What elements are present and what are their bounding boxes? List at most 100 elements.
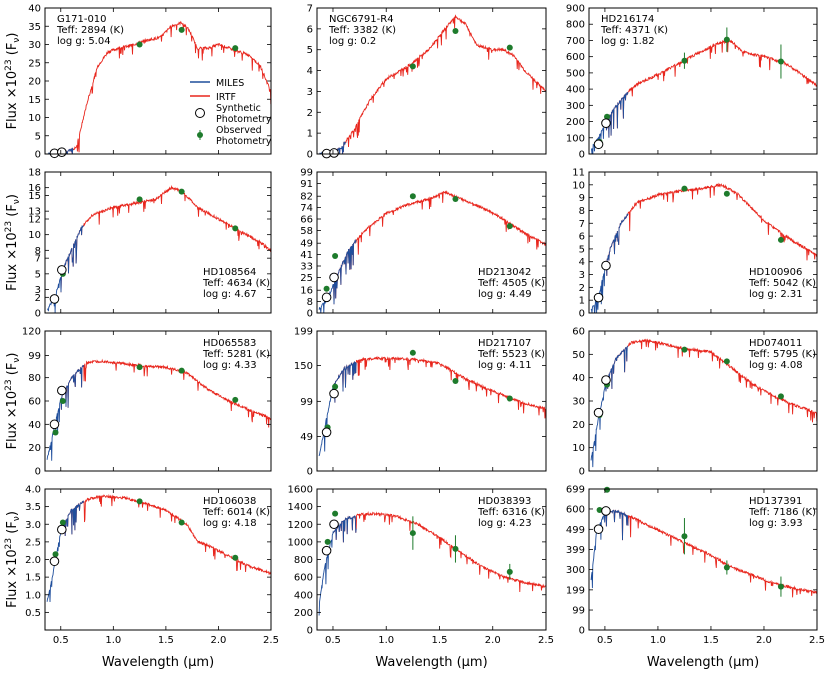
x-tick-label: 2.5 <box>809 635 825 646</box>
x-tick-label: 2.0 <box>485 635 501 646</box>
y-tick-label: 800 <box>294 555 313 566</box>
y-tick-label: 2 <box>307 108 313 119</box>
y-axis-label-part: ν <box>12 358 22 363</box>
y-tick-label: 0 <box>579 309 585 320</box>
y-axis-label-part: ) <box>5 33 20 38</box>
observed-point <box>777 583 784 590</box>
star-teff: Teff: 6014 (K) <box>202 507 270 518</box>
plot-area <box>591 39 817 154</box>
y-tick-label: 0 <box>35 150 41 161</box>
y-axis-label-part: (F <box>5 363 20 380</box>
y-tick-label: 200 <box>566 117 585 128</box>
y-axis-label-part: ) <box>5 194 20 199</box>
y-tick-label: 1200 <box>288 520 313 531</box>
y-tick-label: 60 <box>28 397 41 408</box>
y-tick-label: 5 <box>307 45 313 56</box>
observed-point <box>596 506 603 513</box>
observed-point <box>506 568 513 575</box>
observed-point <box>409 530 416 537</box>
panel-frame <box>316 171 547 314</box>
observed-point <box>59 398 66 404</box>
y-axis-label-part: ν <box>12 38 22 43</box>
observed-point <box>323 285 330 292</box>
star-name: HD100906 <box>749 267 802 278</box>
y-axis-label-part: Flux ×10 <box>5 232 20 291</box>
y-axis-labels: Flux ×1023 (Fν)Flux ×1023 (Fν)Flux ×1023… <box>4 33 22 608</box>
y-tick-label: 74 <box>300 203 313 214</box>
y-tick-label: 399 <box>566 545 585 556</box>
star-name: HD213042 <box>478 267 531 278</box>
star-teff: Teff: 4371 (K) <box>600 25 668 36</box>
legend-label-line: Photometry <box>216 136 272 147</box>
y-tick-label: 900 <box>566 4 585 15</box>
star-logg: log g: 4.67 <box>203 289 257 300</box>
miles-spectrum <box>318 361 357 457</box>
y-tick-label: 1600 <box>288 485 313 496</box>
y-axis-label-part: ν <box>12 199 22 204</box>
y-tick-label: 0 <box>307 309 313 320</box>
x-tick-label: 2.5 <box>263 635 279 646</box>
observed-point <box>777 236 784 243</box>
star-logg: log g: 5.04 <box>57 36 111 47</box>
miles-spectrum <box>590 509 629 589</box>
panel-frame <box>44 171 272 314</box>
y-tick-label: 0 <box>307 626 313 637</box>
y-tick-label: 33 <box>300 262 313 273</box>
observed-point <box>409 349 416 356</box>
observed-point <box>136 196 143 203</box>
y-tick-label: 20 <box>28 443 41 454</box>
plot-area <box>318 355 546 457</box>
star-teff: Teff: 6316 (K) <box>477 507 545 518</box>
y-tick-label: 99 <box>572 606 585 617</box>
y-tick-label: 8 <box>35 246 41 257</box>
y-axis-label-part: Flux ×10 <box>5 391 20 450</box>
y-tick-label: 16 <box>300 286 313 297</box>
legend-synthetic-marker <box>195 108 205 118</box>
legend: MILES IRTF Synthetic Photometry Observed P… <box>190 78 272 147</box>
y-tick-label: 120 <box>22 327 41 338</box>
panel-frame <box>588 7 818 155</box>
observed-point <box>136 364 143 371</box>
star-logg: log g: 2.31 <box>749 289 803 300</box>
observed-point <box>452 196 459 203</box>
x-tick-label: 1.5 <box>703 635 719 646</box>
star-logg: log g: 4.18 <box>203 518 257 529</box>
synthetic-point <box>601 506 611 516</box>
star-logg: log g: 4.33 <box>203 360 257 371</box>
star-logg: log g: 0.2 <box>329 36 376 47</box>
observed-point <box>604 486 611 493</box>
synthetic-point <box>593 407 604 418</box>
star-name: NGC6791-R4 <box>329 14 394 25</box>
y-tick-label: 0.5 <box>25 608 41 619</box>
synthetic-point <box>57 265 67 275</box>
miles-spectrum <box>318 515 357 616</box>
x-axis-label: Wavelength (μm) <box>647 655 759 670</box>
y-tick-label: 1 <box>579 296 585 307</box>
y-tick-label: 800 <box>566 20 585 31</box>
star-name: HD217107 <box>478 338 531 349</box>
x-tick-label: 2.5 <box>538 635 554 646</box>
y-tick-label: 0 <box>307 150 313 161</box>
y-tick-label: 30 <box>572 397 585 408</box>
miles-spectrum <box>590 345 628 468</box>
panel-frame <box>588 171 818 314</box>
y-tick-label: 5 <box>35 269 41 280</box>
y-axis-label-part: (F <box>5 204 20 221</box>
observed-point <box>452 545 459 552</box>
y-axis-label: Flux ×1023 (Fν) <box>4 194 22 291</box>
observed-point <box>232 45 239 52</box>
y-axis-label-part: Flux ×10 <box>5 71 20 130</box>
y-tick-label: 13 <box>28 207 41 218</box>
observed-point <box>681 346 688 353</box>
y-tick-label: 6 <box>307 24 313 35</box>
y-tick-label: 50 <box>572 350 585 361</box>
irtf-spectrum <box>604 338 817 423</box>
x-axis-label: Wavelength (μm) <box>102 655 214 670</box>
observed-point <box>409 193 416 200</box>
observed-point <box>409 63 416 70</box>
y-tick-label: 7 <box>35 254 41 265</box>
